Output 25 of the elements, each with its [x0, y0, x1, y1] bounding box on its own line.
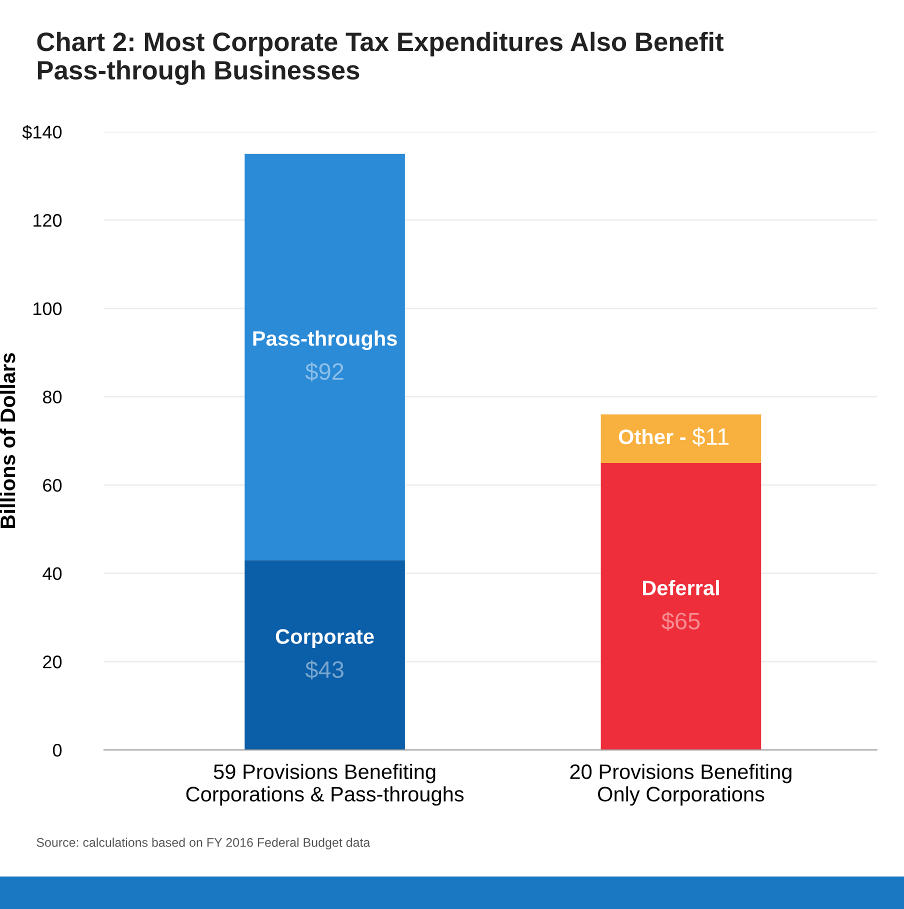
- x-tick-label: 20 Provisions Benefiting Only Corporations: [570, 764, 792, 806]
- annotation: Deferral: [643, 580, 719, 596]
- y-axis-title: Billions of Dollars: [0, 353, 16, 528]
- annotation: Corporate: [276, 629, 374, 648]
- y-tick-label: 120: [34, 214, 62, 227]
- bar: [600, 414, 762, 463]
- data-label: $65: [662, 612, 700, 631]
- y-tick-label: 80: [42, 390, 62, 404]
- y-tick-label: 40: [42, 567, 62, 580]
- bar: [244, 154, 405, 560]
- annotation: Pass-throughs: [253, 330, 397, 350]
- y-tick-label: 60: [43, 478, 62, 492]
- chart-title: Chart 2: Most Corporate Tax Expenditures Also Benefit Pass-through Businesses: [37, 32, 724, 85]
- source-note: Source: calculations based on FY 2016 Federal Budget data: [36, 838, 370, 850]
- y-tick-label: 100: [34, 302, 62, 316]
- annotation: Other -: [618, 428, 686, 444]
- bar: [600, 462, 762, 750]
- bar: [244, 560, 405, 750]
- y-tick-label: 0: [52, 744, 62, 757]
- data-label: $43: [305, 660, 344, 680]
- y-tick-label: 20: [43, 656, 62, 668]
- y-tick-label: $140: [22, 124, 62, 140]
- data-label: $92: [305, 362, 344, 382]
- data-label: $11: [692, 427, 729, 446]
- x-tick-label: 59 Provisions Benefiting Corporations & Pass-throughs: [186, 764, 464, 806]
